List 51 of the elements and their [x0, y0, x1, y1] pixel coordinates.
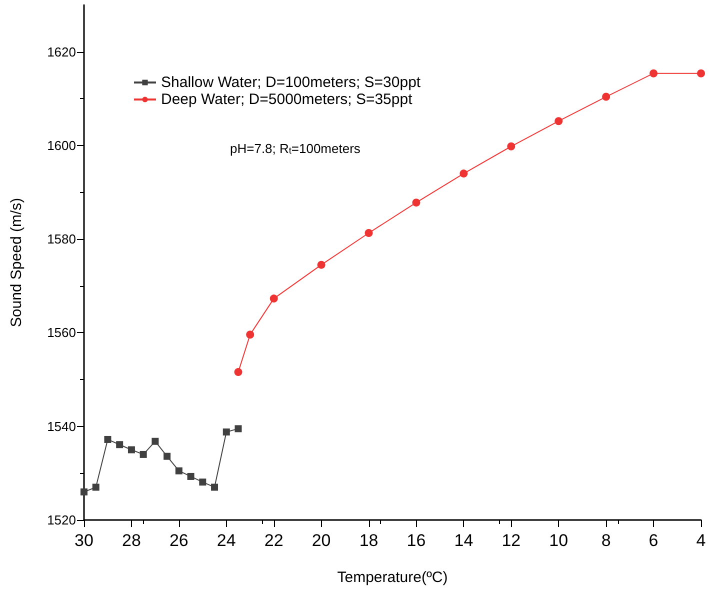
point [602, 92, 610, 101]
x-tick-label: 16 [406, 531, 426, 550]
point [317, 260, 326, 269]
point [460, 170, 468, 178]
x-tick-label: 20 [312, 531, 331, 550]
point [364, 229, 373, 237]
x-tick-label: 6 [648, 531, 658, 550]
point [554, 117, 563, 126]
x-tick-label: 30 [74, 531, 94, 550]
point [412, 198, 420, 207]
point [152, 438, 159, 445]
point [222, 428, 230, 436]
point [140, 450, 147, 458]
point [234, 425, 242, 432]
y-axis-title: Sound Speed (m/s) [8, 198, 25, 328]
x-tick-label: 18 [359, 531, 378, 550]
x-axis-title: Temperature(ºC) [337, 569, 448, 586]
point [175, 467, 182, 474]
point [116, 441, 124, 448]
x-tick-label: 10 [549, 531, 568, 550]
y-tick-label: 1620 [47, 44, 76, 60]
y-tick-label: 1600 [47, 138, 76, 153]
x-tick-label: 12 [502, 531, 521, 550]
point [164, 452, 171, 460]
point [80, 488, 88, 496]
x-tick-label: 22 [264, 531, 284, 550]
y-tick-label: 1580 [47, 232, 76, 247]
x-tick-label: 14 [454, 531, 474, 550]
x-tick-label: 28 [122, 531, 141, 550]
point [246, 330, 254, 339]
point [507, 142, 516, 150]
x-tick-label: 8 [601, 531, 611, 550]
y-tick-label: 1540 [47, 418, 76, 434]
x-tick-label: 26 [169, 531, 188, 550]
point [270, 294, 278, 303]
point [187, 472, 194, 480]
x-tick-label: 24 [216, 531, 236, 550]
point [104, 436, 112, 443]
point [92, 484, 100, 491]
legend-label: Deep Water; D=5000meters; S=35ppt [161, 91, 414, 108]
y-tick-label: 1520 [47, 512, 76, 528]
annotation: pH=7.8; Rt=100meters [230, 141, 361, 156]
point [128, 446, 135, 454]
y-tick-label: 1560 [47, 325, 76, 340]
point [234, 368, 242, 376]
x-tick-label: 4 [696, 531, 706, 550]
point [697, 69, 705, 78]
point [650, 69, 658, 78]
point [199, 478, 206, 486]
point [211, 484, 218, 491]
legend-label: Shallow Water; D=100meters; S=30ppt [161, 74, 422, 91]
